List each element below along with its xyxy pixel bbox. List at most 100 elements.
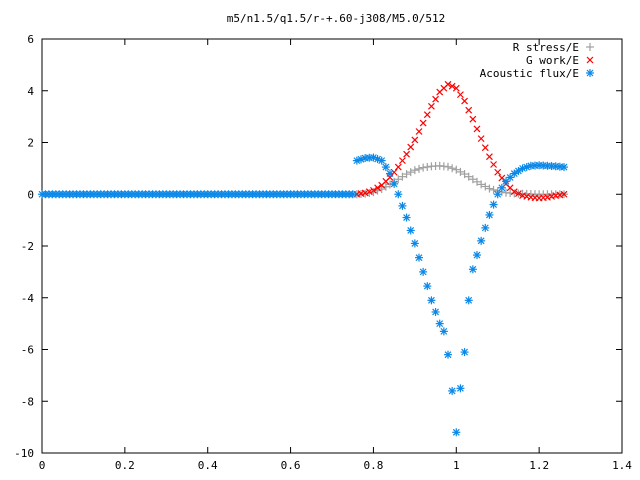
data-point: [419, 119, 427, 127]
legend-label: G work/E: [526, 54, 579, 67]
data-point: [464, 172, 473, 181]
data-point: [456, 384, 465, 393]
data-point: [348, 190, 357, 199]
data-point: [560, 190, 568, 198]
data-point: [490, 161, 497, 168]
data-point: [410, 166, 419, 175]
data-point: [352, 156, 361, 165]
data-point: [481, 144, 489, 152]
legend-marker: [586, 69, 594, 77]
data-point: [419, 163, 428, 172]
data-point: [498, 174, 506, 182]
x-tick-label: 0.2: [115, 459, 135, 472]
x-tick-label: 0.4: [198, 459, 218, 472]
data-point: [431, 307, 440, 316]
y-tick-label: -8: [21, 395, 34, 408]
data-point: [497, 183, 506, 192]
x-tick-label: 0.8: [363, 459, 383, 472]
data-point: [473, 177, 481, 186]
data-point: [506, 173, 515, 182]
data-point: [370, 186, 377, 194]
data-point: [406, 168, 415, 177]
data-point: [398, 172, 407, 181]
data-point: [415, 164, 423, 173]
data-point: [468, 175, 477, 184]
y-tick-label: 0: [27, 188, 34, 201]
data-point: [489, 185, 498, 194]
x-tick-label: 1.2: [529, 459, 549, 472]
data-point: [390, 179, 399, 188]
data-point: [465, 106, 473, 114]
data-point: [399, 157, 406, 165]
data-point: [377, 156, 386, 165]
data-point: [428, 102, 435, 110]
data-point: [381, 163, 390, 172]
series-1: [353, 80, 568, 202]
y-tick-label: 2: [27, 137, 34, 150]
data-point: [464, 296, 473, 305]
data-point: [394, 175, 403, 184]
data-point: [365, 188, 373, 196]
data-point: [444, 80, 452, 88]
data-point: [448, 164, 457, 173]
data-point: [369, 188, 378, 197]
data-point: [415, 128, 423, 135]
data-point: [494, 168, 502, 176]
x-tick-label: 0: [39, 459, 46, 472]
data-point: [398, 201, 407, 210]
data-point: [390, 168, 398, 176]
data-point: [477, 135, 485, 143]
data-point: [477, 180, 486, 189]
data-point: [485, 210, 494, 219]
x-tick-label: 1.4: [612, 459, 632, 472]
data-point: [485, 184, 494, 193]
series-2: [38, 153, 568, 437]
chart-title: m5/n1.5/q1.5/r-+.60-j308/M5.0/512: [227, 12, 446, 25]
data-point: [423, 162, 432, 171]
data-point: [456, 167, 465, 176]
legend-label: Acoustic flux/E: [480, 67, 579, 80]
legend-label: R stress/E: [513, 41, 579, 54]
data-point: [411, 136, 419, 144]
data-point: [435, 319, 444, 328]
data-point: [460, 170, 469, 179]
plot-frame: [41, 38, 623, 454]
data-point: [394, 163, 402, 171]
data-point: [473, 125, 481, 133]
data-point: [510, 188, 518, 196]
data-point: [486, 153, 493, 161]
data-point: [473, 251, 481, 260]
y-tick-label: -6: [21, 344, 34, 357]
data-point: [489, 200, 498, 209]
data-point: [481, 182, 490, 191]
plot-border: [41, 38, 623, 454]
data-point: [481, 223, 490, 232]
data-point: [419, 267, 428, 276]
data-point: [402, 170, 411, 179]
legend-marker: [586, 56, 594, 64]
data-point: [452, 165, 461, 174]
data-point: [407, 143, 415, 151]
legend-marker: [586, 43, 594, 51]
data-point: [402, 213, 411, 222]
y-axis: -10 -8 -6 -4 -2 0 2 4 6: [14, 33, 622, 460]
data-point: [448, 82, 456, 90]
data-point: [469, 115, 477, 123]
data-point: [439, 327, 448, 336]
series-layer: [38, 80, 568, 437]
data-point: [423, 111, 431, 119]
data-point: [403, 150, 410, 158]
data-point: [374, 184, 381, 192]
data-point: [427, 296, 436, 305]
data-point: [461, 97, 468, 105]
y-tick-label: -10: [14, 447, 34, 460]
y-tick-label: -2: [21, 240, 34, 253]
data-point: [432, 95, 439, 103]
data-point: [452, 84, 460, 92]
y-tick-label: 4: [27, 85, 34, 98]
data-point: [457, 91, 464, 99]
x-tick-label: 1: [453, 459, 460, 472]
data-point: [406, 226, 415, 235]
